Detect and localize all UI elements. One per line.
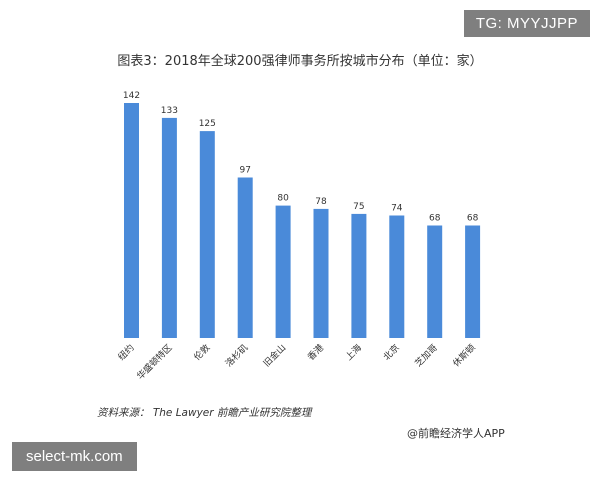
bar-value-label-0: 142 <box>123 91 140 101</box>
category-label-1: 华盛顿特区 <box>134 342 174 382</box>
bar-9 <box>465 225 481 338</box>
bar-6 <box>351 213 367 338</box>
bar-value-label-9: 68 <box>467 214 479 224</box>
category-label-7: 北京 <box>381 342 402 363</box>
category-label-5: 香港 <box>305 342 326 363</box>
site-watermark-badge: select-mk.com <box>12 442 137 471</box>
bar-value-label-7: 74 <box>391 204 403 214</box>
category-label-6: 上海 <box>343 342 364 363</box>
bar-0 <box>124 103 139 338</box>
bar-value-label-1: 133 <box>161 106 178 116</box>
chart-title: 图表3：2018年全球200强律师事务所按城市分布（单位：家） <box>117 54 483 69</box>
category-label-0: 纽约 <box>115 342 136 363</box>
bar-value-label-4: 80 <box>277 194 289 204</box>
bar-4 <box>275 205 291 338</box>
category-label-3: 洛杉矶 <box>223 342 251 370</box>
bar-value-label-3: 97 <box>239 166 250 176</box>
bar-value-label-2: 125 <box>199 119 216 129</box>
bar-1 <box>161 117 177 339</box>
source-note: 资料来源： The Lawyer 前瞻产业研究院整理 <box>97 407 312 419</box>
credit-note: @前瞻经济学人APP <box>407 427 505 440</box>
tg-watermark-badge: TG: MYYJJPP <box>463 10 590 37</box>
category-label-4: 旧金山 <box>261 342 289 370</box>
category-label-8: 芝加哥 <box>412 342 440 370</box>
category-label-9: 休斯顿 <box>450 342 478 370</box>
bar-value-label-5: 78 <box>315 197 327 207</box>
category-label-2: 伦敦 <box>191 342 212 363</box>
bar-8 <box>427 225 443 338</box>
bar-7 <box>389 215 405 338</box>
bar-2 <box>199 131 215 338</box>
bar-value-label-6: 75 <box>353 202 364 212</box>
bar-3 <box>237 177 253 338</box>
bar-5 <box>313 208 329 338</box>
bar-value-label-8: 68 <box>429 214 441 224</box>
